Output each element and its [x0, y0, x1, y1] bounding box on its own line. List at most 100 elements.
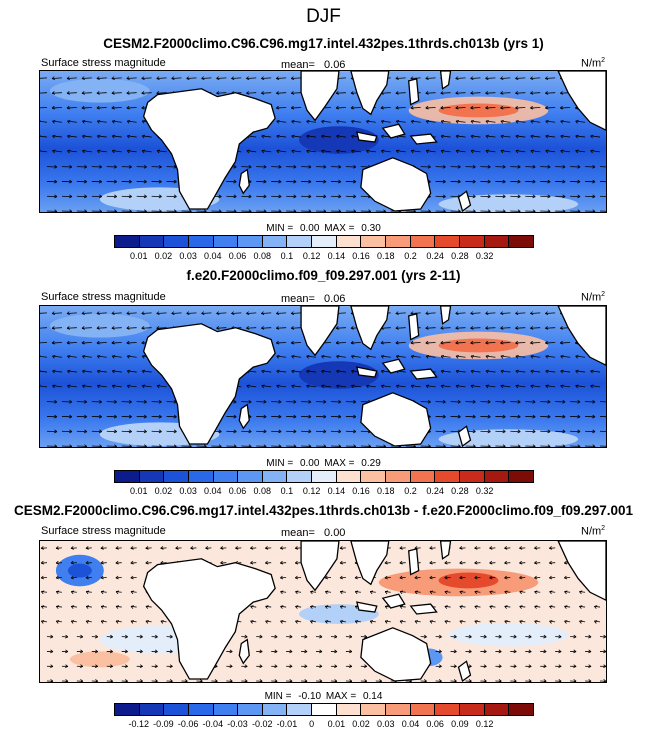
colorbar-tick-label: 0.01 [327, 719, 346, 729]
colorbar-swatch [213, 704, 239, 715]
units-label: N/m2 [581, 291, 606, 304]
colorbar-tick-label: 0.03 [376, 719, 395, 729]
colorbar-tick-label: 0.16 [352, 486, 370, 496]
colorbar-tick-label: 0.18 [376, 251, 395, 261]
colorbar-swatch [410, 236, 436, 247]
colorbar-tick-label: 0.16 [352, 251, 370, 261]
colorbar-swatch [164, 236, 189, 247]
mean-value: 0.00 [324, 527, 346, 539]
colorbar [114, 235, 534, 248]
colorbar-tick-label: -0.02 [251, 719, 273, 729]
colorbar-swatch [164, 704, 189, 715]
colorbar-swatch [287, 704, 313, 715]
colorbar-tick-label: 0.32 [475, 251, 494, 261]
colorbar-swatch [139, 471, 165, 482]
panel-title: CESM2.F2000climo.C96.C96.mg17.intel.432p… [103, 36, 544, 51]
colorbar-swatch [386, 471, 411, 482]
colorbar-swatch [435, 236, 460, 247]
stress-map [39, 540, 607, 683]
colorbar-swatch [386, 236, 411, 247]
colorbar-swatch [361, 236, 387, 247]
colorbar-tick-label: 0.12 [302, 251, 321, 261]
colorbar-tick-label: 0.32 [475, 486, 494, 496]
mean-readout: mean= 0.06 [281, 293, 345, 305]
units-label: N/m2 [581, 525, 606, 538]
colorbar-swatch [361, 471, 387, 482]
colorbar-swatch [509, 236, 533, 247]
colorbar-swatch [459, 236, 485, 247]
panel-title: CESM2.F2000climo.C96.C96.mg17.intel.432p… [13, 503, 634, 518]
colorbar-swatch [484, 471, 510, 482]
colorbar-swatch [386, 704, 411, 715]
colorbar-ticks: 0.01 0.02 0.03 0.04 0.06 0.08 0.1 0.12 0.14 0.16 0… [114, 486, 534, 498]
variable-label: Surface stress magnitude [41, 57, 166, 69]
min-max-stats: MIN = 0.00 MAX = 0.30 [266, 223, 381, 234]
colorbar-tick-label: 0.2 [404, 486, 417, 496]
colorbar-tick-label: 0.1 [280, 486, 294, 496]
colorbar-tick-label: 0.04 [401, 719, 420, 729]
colorbar-swatch [287, 471, 313, 482]
mean-label: mean= [281, 59, 315, 71]
colorbar-tick-label: -0.09 [153, 719, 174, 729]
colorbar-tick-label: 0.06 [228, 486, 247, 496]
colorbar [114, 470, 534, 483]
colorbar-tick-label: -0.03 [227, 719, 248, 729]
colorbar-tick-label: 0.03 [179, 251, 197, 261]
variable-label: Surface stress magnitude [41, 291, 166, 303]
colorbar-tick-label: 0.03 [179, 486, 197, 496]
map-graphic [40, 306, 606, 447]
colorbar-tick-label: 0.12 [302, 486, 321, 496]
mean-value: 0.06 [324, 293, 346, 305]
colorbar-swatch [459, 704, 485, 715]
colorbar-tick-label: 0.24 [426, 486, 444, 496]
colorbar-tick-label: 0.02 [154, 486, 173, 496]
min-max-stats: MIN = -0.10 MAX = 0.14 [264, 691, 383, 702]
colorbar-swatch [238, 704, 263, 715]
colorbar-swatch [238, 236, 263, 247]
colorbar-tick-label: 0.06 [228, 251, 247, 261]
colorbar-swatch [336, 704, 362, 715]
colorbar-tick-label: 0.14 [327, 251, 346, 261]
colorbar-swatch [509, 704, 533, 715]
colorbar-swatch [312, 471, 337, 482]
colorbar-swatch [336, 471, 362, 482]
colorbar-swatch [459, 471, 485, 482]
colorbar-tick-label: -0.01 [276, 719, 298, 729]
colorbar-swatch [312, 704, 337, 715]
colorbar-tick-label: 0.04 [204, 251, 222, 261]
colorbar-tick-label: 0.14 [327, 486, 346, 496]
colorbar-swatch [262, 704, 288, 715]
colorbar-tick-label: 0.08 [253, 251, 271, 261]
colorbar-tick-label: 0.08 [253, 486, 271, 496]
panel-title: f.e20.F2000climo.f09_f09.297.001 (yrs 2-… [186, 268, 461, 283]
map-graphic [40, 71, 606, 212]
colorbar-swatch [164, 471, 189, 482]
colorbar-swatch [213, 471, 239, 482]
colorbar-tick-label: 0 [309, 719, 315, 729]
mean-value: 0.06 [324, 59, 346, 71]
units-label: N/m2 [581, 57, 606, 70]
colorbar-tick-label: -0.04 [202, 719, 224, 729]
colorbar-swatch [188, 471, 214, 482]
colorbar-tick-label: 0.12 [475, 719, 494, 729]
colorbar-swatch [115, 704, 140, 715]
stress-map [39, 305, 607, 448]
colorbar-swatch [139, 236, 165, 247]
colorbar-swatch [509, 471, 533, 482]
mean-label: mean= [281, 293, 315, 305]
colorbar [114, 703, 534, 716]
colorbar-tick-label: 0.1 [280, 251, 294, 261]
colorbar-swatch [115, 471, 140, 482]
colorbar-swatch [410, 471, 436, 482]
colorbar-tick-label: 0.01 [129, 251, 148, 261]
colorbar-swatch [410, 704, 436, 715]
colorbar-tick-label: 0.01 [129, 486, 148, 496]
colorbar-tick-label: 0.02 [352, 719, 370, 729]
colorbar-swatch [484, 704, 510, 715]
colorbar-swatch [484, 236, 510, 247]
colorbar-tick-label: 0.09 [451, 719, 469, 729]
figure-title: DJF [306, 6, 341, 27]
colorbar-tick-label: 0.04 [204, 486, 222, 496]
colorbar-tick-label: 0.24 [426, 251, 444, 261]
colorbar-tick-label: 0.02 [154, 251, 173, 261]
